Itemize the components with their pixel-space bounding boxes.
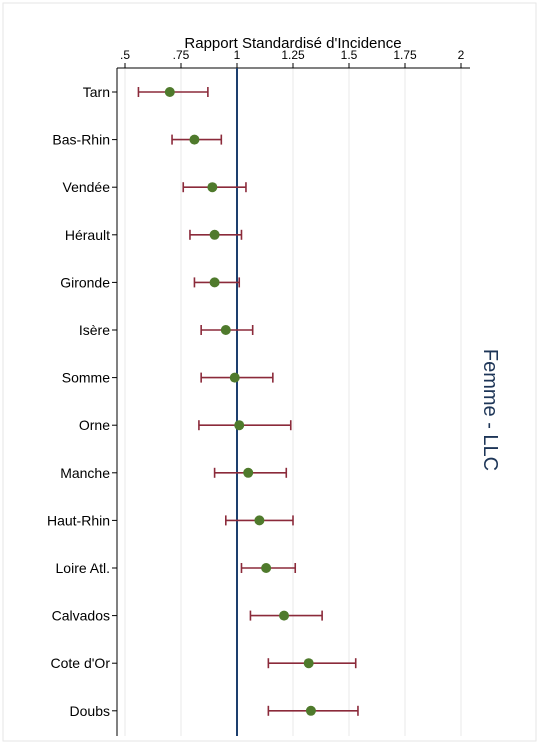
category-label: Tarn: [83, 84, 110, 100]
x-tick-label: 1: [234, 48, 241, 62]
category-label: Orne: [79, 417, 110, 433]
x-tick-label: 2: [458, 48, 465, 62]
estimate-point: [189, 134, 200, 145]
estimate-point: [279, 610, 290, 621]
x-tick-label: 1.75: [393, 48, 417, 62]
estimate-point: [229, 372, 240, 383]
category-label: Calvados: [52, 608, 110, 624]
estimate-point: [261, 563, 272, 573]
estimate-point: [305, 705, 316, 716]
estimate-point: [254, 515, 265, 526]
category-label: Manche: [60, 465, 110, 481]
data-points: [164, 87, 316, 716]
category-label: Somme: [62, 370, 110, 386]
estimate-point: [234, 420, 245, 431]
chart-title: Rapport Standardisé d'Incidence: [184, 35, 401, 52]
category-label: Doubs: [70, 703, 110, 719]
category-label: Isère: [79, 322, 110, 338]
x-tick-label: .5: [120, 48, 130, 62]
category-label: Cote d'Or: [51, 655, 111, 671]
category-label: Gironde: [60, 274, 110, 290]
estimate-point: [209, 229, 220, 240]
x-tick-label: 1.25: [281, 48, 305, 62]
estimate-point: [303, 658, 314, 669]
category-label: Hérault: [65, 227, 110, 243]
side-title: Femme - LLC: [479, 349, 501, 471]
estimate-point: [243, 467, 254, 478]
category-label: Loire Atl.: [56, 560, 110, 576]
estimate-point: [209, 277, 220, 288]
category-labels: Tarn Bas-Rhin Vendée Hérault Gironde Isère Som…: [47, 84, 117, 719]
x-tick-label: 1.5: [341, 48, 358, 62]
estimate-point: [207, 182, 218, 193]
estimate-point: [220, 325, 231, 335]
estimate-point: [164, 87, 175, 97]
x-axis-ticks: .5 .75 1 1.25 1.5 1.75 2: [120, 48, 465, 68]
category-label: Haut-Rhin: [47, 512, 110, 528]
category-label: Vendée: [63, 179, 111, 195]
category-label: Bas-Rhin: [52, 132, 110, 148]
x-tick-label: .75: [173, 48, 190, 62]
